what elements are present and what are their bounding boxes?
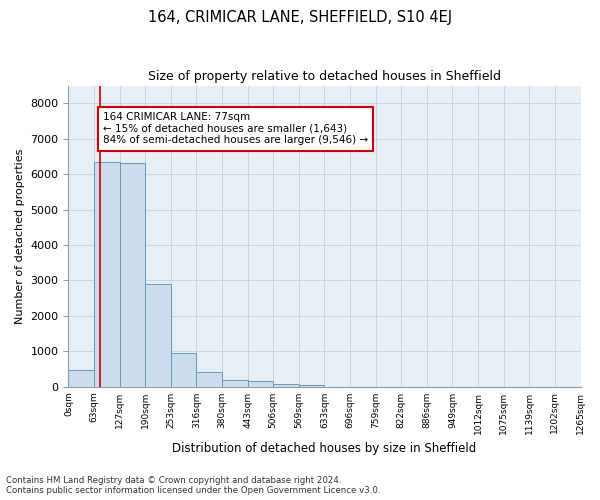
Bar	[145, 284, 171, 386]
Text: Contains HM Land Registry data © Crown copyright and database right 2024.
Contai: Contains HM Land Registry data © Crown c…	[6, 476, 380, 495]
Bar	[196, 372, 222, 386]
Bar	[248, 382, 273, 386]
Text: 164, CRIMICAR LANE, SHEFFIELD, S10 4EJ: 164, CRIMICAR LANE, SHEFFIELD, S10 4EJ	[148, 10, 452, 25]
Y-axis label: Number of detached properties: Number of detached properties	[15, 148, 25, 324]
Bar	[299, 385, 325, 386]
Title: Size of property relative to detached houses in Sheffield: Size of property relative to detached ho…	[148, 70, 501, 83]
Bar	[94, 162, 119, 386]
X-axis label: Distribution of detached houses by size in Sheffield: Distribution of detached houses by size …	[172, 442, 476, 455]
Bar	[222, 380, 248, 386]
Text: 164 CRIMICAR LANE: 77sqm
← 15% of detached houses are smaller (1,643)
84% of sem: 164 CRIMICAR LANE: 77sqm ← 15% of detach…	[103, 112, 368, 146]
Bar	[171, 353, 196, 386]
Bar	[119, 164, 145, 386]
Bar	[273, 384, 299, 386]
Bar	[68, 370, 94, 386]
